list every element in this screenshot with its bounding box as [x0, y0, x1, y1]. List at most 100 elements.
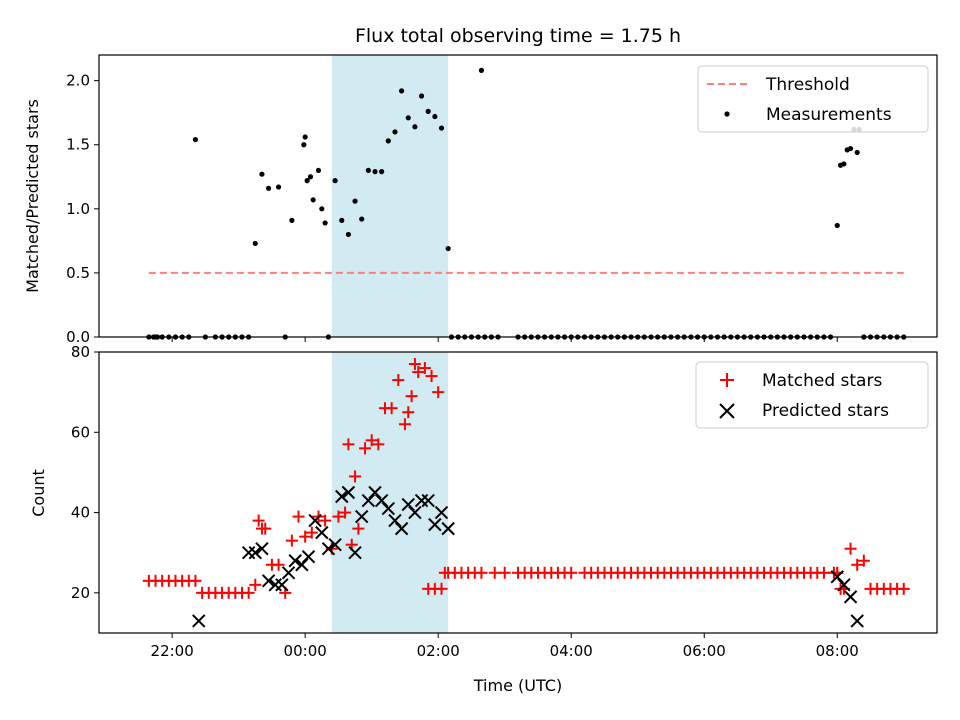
x-stroke-b: [348, 546, 362, 560]
predicted-star-point: [241, 546, 256, 560]
x-stroke-b: [261, 574, 276, 588]
y-tick-label: 60: [71, 423, 90, 441]
predicted-star-point: [348, 546, 362, 560]
predicted-star-point: [275, 578, 289, 592]
x-stroke-b: [248, 546, 263, 560]
matched-star-point: [851, 558, 864, 571]
predicted-star-point: [850, 614, 864, 628]
x-stroke-b: [850, 614, 864, 628]
x-stroke-b: [408, 505, 422, 520]
chart-title: Flux total observing time = 1.75 h: [355, 25, 681, 47]
x-stroke-b: [388, 513, 402, 528]
legend-measurements-swatch: [724, 111, 730, 117]
y-tick-label: 1.0: [66, 200, 90, 218]
matched-star-point: [475, 566, 488, 579]
x-stroke-b: [394, 521, 409, 536]
x-stroke-b: [308, 513, 322, 528]
measurement-point: [252, 240, 258, 247]
predicted-star-point: [328, 537, 342, 552]
x-stroke-b: [830, 570, 844, 584]
x-tick-label: 22:00: [151, 642, 194, 660]
predicted-star-point: [394, 521, 409, 536]
measurement-point: [418, 93, 425, 99]
legend-predicted-label: Predicted stars: [762, 401, 889, 421]
x-stroke-b: [368, 485, 382, 500]
predicted-star-point: [381, 501, 396, 516]
matched-star-point: [352, 522, 365, 535]
matched-star-point: [372, 438, 385, 451]
top-plot-frame: [98, 54, 938, 338]
x-stroke-b: [341, 485, 356, 500]
legend-measurements-label: Measurements: [766, 105, 892, 125]
predicted-star-point: [837, 578, 851, 592]
predicted-star-point: [315, 525, 329, 540]
matched-star-point: [285, 534, 298, 547]
measurement-point: [301, 142, 307, 148]
measurement-point: [372, 169, 378, 175]
x-stroke-b: [381, 501, 396, 516]
x-stroke-b: [434, 505, 449, 520]
x-stroke-b: [401, 497, 415, 512]
measurement-point: [192, 137, 199, 143]
matched-star-point: [339, 506, 352, 519]
x-stroke-b: [255, 541, 269, 556]
predicted-star-point: [192, 614, 206, 628]
matched-star-point: [365, 434, 378, 447]
matched-star-point: [349, 470, 362, 483]
matched-star-point: [398, 418, 411, 431]
bottom-y-axis-label: Count: [29, 469, 48, 517]
predicted-star-point: [843, 590, 858, 604]
matched-star-point: [402, 406, 415, 419]
x-stroke-b: [288, 554, 302, 568]
measurement-point: [265, 185, 272, 191]
top-y-axis-label: Matched/Predicted stars: [23, 99, 42, 293]
measurement-point: [854, 149, 860, 156]
predicted-star-point: [281, 566, 296, 580]
measurement-point: [399, 88, 405, 94]
matched-star-point: [408, 358, 421, 371]
matched-star-point: [418, 362, 431, 375]
predicted-star-point: [248, 546, 263, 560]
predicted-star-point: [341, 485, 356, 500]
matched-star-point: [242, 586, 255, 599]
legend-matched-swatch: [720, 373, 734, 387]
y-tick-label: 40: [71, 504, 90, 522]
measurement-point: [844, 147, 850, 153]
matched-stars-points: [142, 358, 910, 599]
measurement-point: [322, 220, 328, 226]
x-stroke-b: [421, 493, 435, 508]
predicted-star-point: [308, 513, 322, 528]
measurement-point: [259, 171, 265, 177]
matched-star-point: [299, 530, 312, 543]
predicted-star-point: [321, 541, 336, 556]
matched-star-point: [292, 510, 305, 523]
measurement-point: [392, 129, 398, 135]
measurement-point: [345, 231, 352, 238]
top-legend: Threshold Measurements: [697, 65, 929, 133]
measurement-point: [319, 206, 325, 212]
measurement-point: [478, 67, 485, 73]
x-stroke-b: [301, 550, 316, 564]
legend-matched-label: Matched stars: [762, 371, 882, 391]
x-stroke-b: [328, 537, 342, 552]
matched-star-point: [392, 374, 405, 387]
x-stroke-b: [428, 517, 442, 532]
predicted-star-point: [335, 489, 349, 504]
measurement-point: [834, 222, 840, 229]
top-x-ticks: [171, 337, 838, 342]
matched-star-point: [897, 582, 910, 595]
y-tick-label: 0.5: [66, 264, 90, 282]
matched-star-point: [412, 366, 425, 379]
measurement-point: [275, 184, 282, 190]
measurement-point: [432, 113, 438, 120]
top-y-ticks: 0.0 0.5 1.0 1.5 2.0: [66, 72, 99, 346]
predicted-star-point: [354, 509, 369, 524]
x-stroke-b: [321, 541, 336, 556]
x-stroke-b: [192, 614, 206, 628]
x-axis-label: Time (UTC): [473, 676, 562, 695]
bottom-legend: Matched stars Predicted stars: [695, 361, 929, 429]
measurement-point: [445, 245, 451, 252]
predicted-stars-points: [192, 485, 864, 628]
matched-star-point: [189, 574, 202, 587]
matched-star-point: [259, 522, 272, 535]
